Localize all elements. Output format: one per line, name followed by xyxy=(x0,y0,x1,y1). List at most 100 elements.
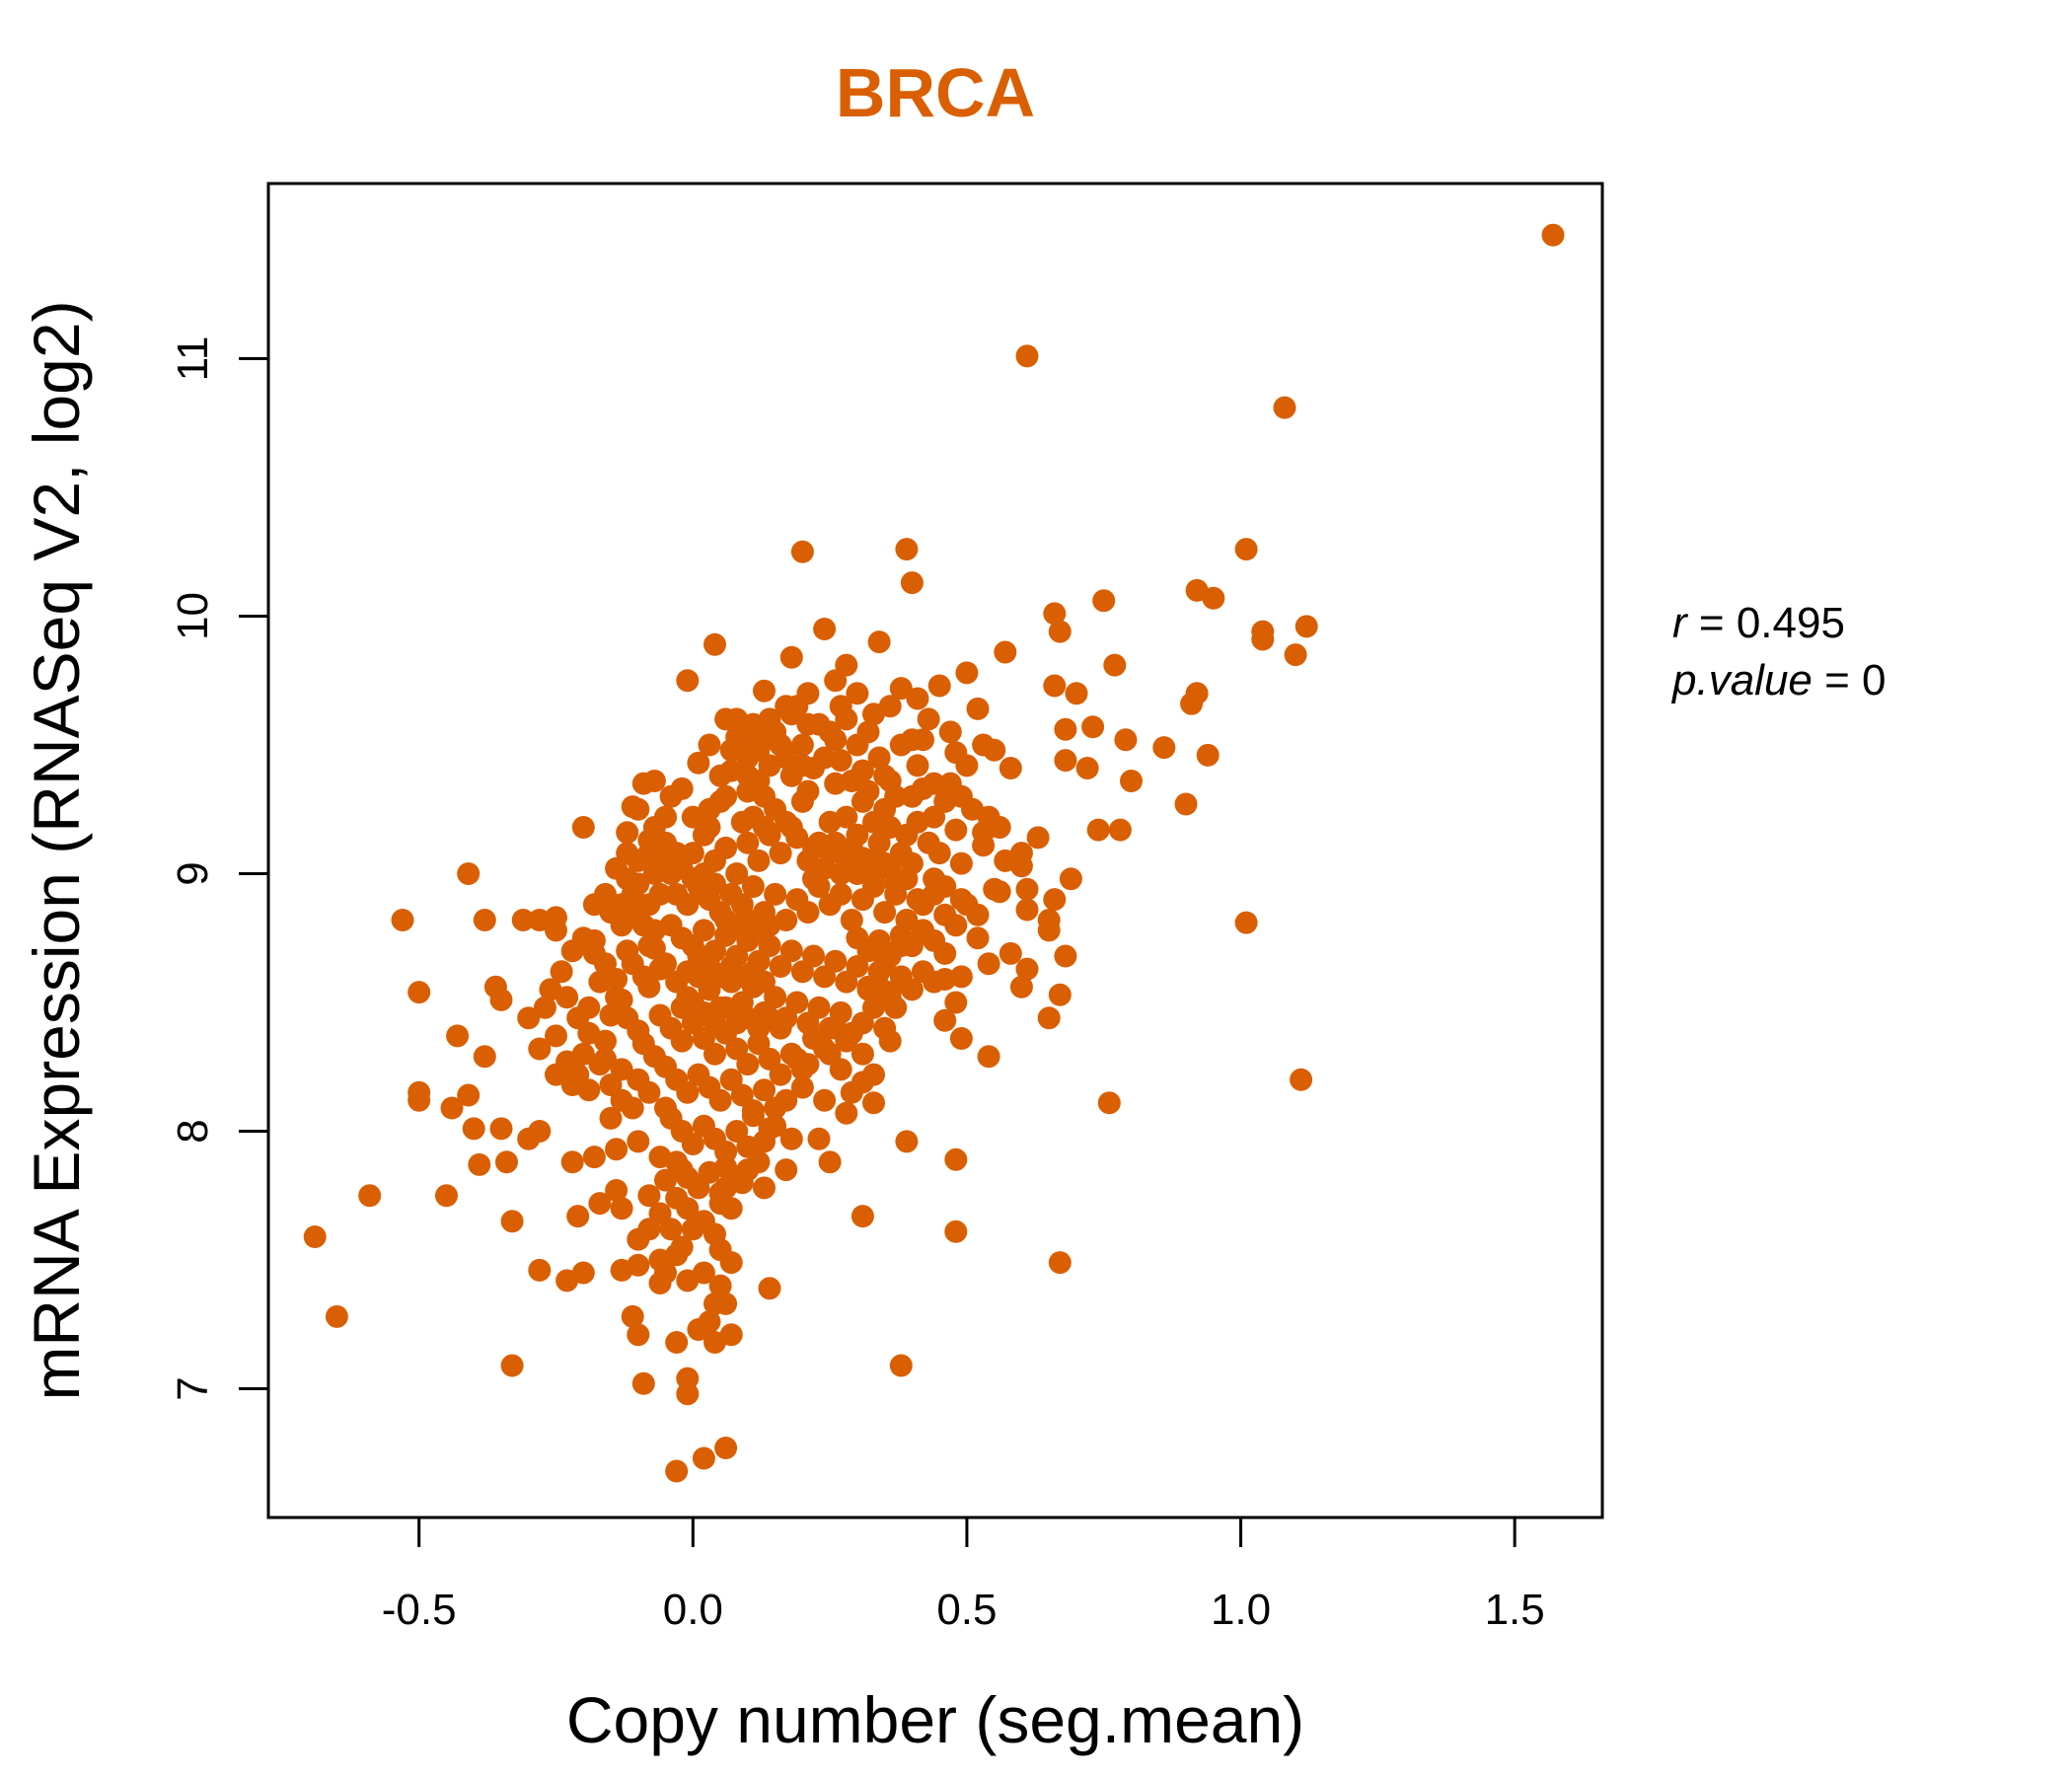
data-point xyxy=(670,777,694,800)
data-point xyxy=(873,901,897,925)
data-point xyxy=(846,682,869,705)
data-point xyxy=(944,914,968,937)
data-point xyxy=(1015,344,1039,368)
data-point xyxy=(785,826,809,850)
data-point xyxy=(1290,1068,1313,1091)
data-point xyxy=(944,1147,968,1171)
data-point xyxy=(500,1210,524,1233)
data-point xyxy=(303,1225,327,1248)
data-point xyxy=(1075,757,1099,779)
data-point xyxy=(676,1269,700,1293)
data-point xyxy=(867,746,891,770)
data-point xyxy=(1174,792,1198,816)
data-point xyxy=(944,991,968,1014)
data-point xyxy=(582,1146,606,1169)
data-point xyxy=(698,816,721,839)
data-point xyxy=(1015,957,1039,981)
data-point xyxy=(1086,818,1110,842)
data-point xyxy=(736,1053,760,1076)
data-point xyxy=(610,1258,633,1282)
data-point xyxy=(758,1277,781,1300)
data-point xyxy=(972,834,996,857)
data-point xyxy=(1152,736,1176,760)
data-point xyxy=(856,720,880,744)
data-point xyxy=(627,1130,650,1153)
data-point xyxy=(949,851,973,875)
r-value: 0.495 xyxy=(1737,599,1845,647)
data-point xyxy=(785,991,809,1014)
data-point xyxy=(933,1008,957,1032)
y-tick-label: 8 xyxy=(169,1119,217,1143)
x-tick-label: 0.0 xyxy=(663,1586,723,1634)
data-point xyxy=(627,1323,650,1347)
data-point xyxy=(708,1192,732,1216)
data-point xyxy=(473,909,496,931)
data-point xyxy=(895,1130,919,1153)
p-label: p.value xyxy=(1670,656,1813,704)
data-point xyxy=(588,970,612,994)
y-tick-label: 7 xyxy=(169,1376,217,1400)
data-point xyxy=(1081,715,1105,739)
data-point xyxy=(835,1101,858,1125)
data-point xyxy=(571,1042,595,1066)
data-point xyxy=(790,540,814,563)
data-point xyxy=(566,1205,590,1228)
data-point xyxy=(1037,919,1061,942)
data-point xyxy=(1054,944,1077,968)
data-point xyxy=(714,1140,738,1163)
data-point xyxy=(753,1078,776,1102)
data-point xyxy=(1043,888,1067,912)
data-point xyxy=(813,1088,837,1112)
data-point xyxy=(796,901,820,925)
data-point xyxy=(873,851,897,875)
data-point xyxy=(818,1150,842,1174)
data-point xyxy=(703,632,726,656)
data-point xyxy=(906,810,929,834)
data-point xyxy=(796,849,820,872)
x-axis-label: Copy number (seg.mean) xyxy=(566,1683,1304,1756)
data-point xyxy=(944,818,968,842)
y-tick-label: 9 xyxy=(169,861,217,885)
data-point xyxy=(545,1063,567,1086)
data-point xyxy=(495,1150,518,1174)
data-point xyxy=(610,1088,633,1112)
data-point xyxy=(889,965,913,989)
data-point xyxy=(582,893,606,917)
data-point xyxy=(840,909,863,931)
data-point xyxy=(779,1127,803,1150)
data-point xyxy=(621,795,644,819)
data-point xyxy=(560,1150,584,1174)
data-point xyxy=(703,872,726,896)
data-point xyxy=(818,810,842,834)
data-point xyxy=(753,1176,776,1200)
data-point xyxy=(577,1021,601,1045)
data-point xyxy=(676,1080,700,1104)
data-point xyxy=(955,754,979,777)
data-point xyxy=(972,733,996,757)
data-point xyxy=(1015,877,1039,901)
data-point xyxy=(1103,653,1127,677)
data-point xyxy=(665,1243,689,1267)
data-point xyxy=(703,1292,726,1315)
data-point xyxy=(829,749,852,773)
data-point xyxy=(769,1016,792,1040)
data-point xyxy=(927,674,951,698)
correlation-annotation: r = 0.495 p.value = 0 xyxy=(1670,599,1887,704)
data-point xyxy=(659,862,683,885)
data-point xyxy=(588,1053,612,1076)
data-point xyxy=(1048,620,1072,643)
data-point xyxy=(900,784,924,808)
data-point xyxy=(775,1088,798,1112)
data-point xyxy=(1054,717,1077,741)
data-point xyxy=(637,934,661,958)
x-axis: -0.5 0.0 0.5 1.0 1.5 xyxy=(382,1516,1545,1634)
data-point xyxy=(698,1160,721,1184)
data-point xyxy=(895,538,919,561)
data-point xyxy=(747,738,771,762)
data-point xyxy=(1251,628,1275,651)
data-point xyxy=(999,941,1022,965)
y-tick-label: 10 xyxy=(169,592,217,640)
data-point xyxy=(736,1158,760,1182)
data-point xyxy=(616,939,639,963)
data-point xyxy=(637,1184,661,1208)
